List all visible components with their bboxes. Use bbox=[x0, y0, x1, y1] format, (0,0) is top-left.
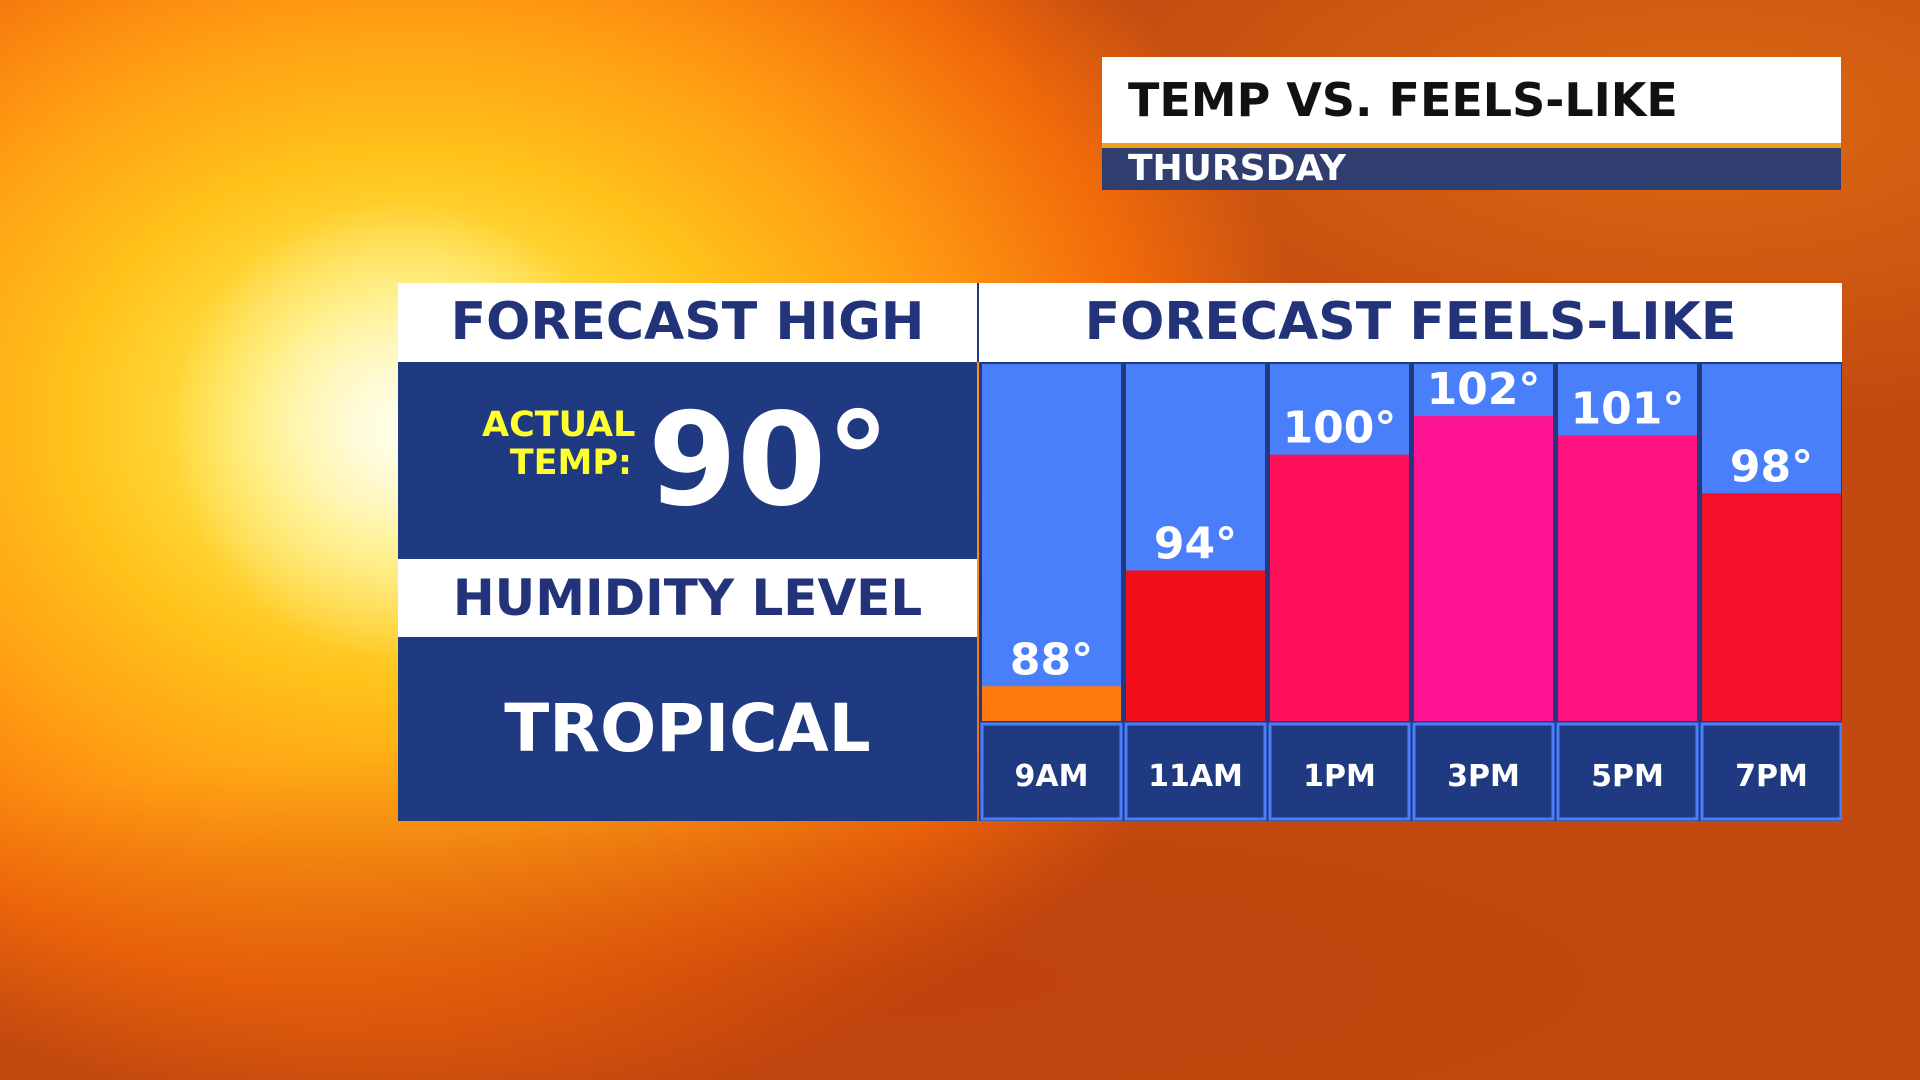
time-cell bbox=[980, 722, 1123, 821]
time-cell bbox=[1412, 722, 1555, 821]
feels-like-bar-chart: 88° 9AM 94° 11AM 100° 1PM 102° 3PM 101° 5PM 98° 7PM bbox=[980, 364, 1843, 821]
forecast-high-heading: FORECAST HIGH bbox=[398, 283, 977, 362]
feels-like-chart: 88° 9AM 94° 11AM 100° 1PM 102° 3PM 101° 5PM 98° 7PM bbox=[979, 362, 1843, 821]
bar-column-bg bbox=[982, 364, 1121, 721]
actual-label-line2: TEMP: bbox=[509, 443, 632, 483]
bar-5pm bbox=[1558, 435, 1697, 721]
bar-1pm bbox=[1270, 454, 1409, 721]
time-cell bbox=[1124, 722, 1267, 821]
bar-value-label: 100° bbox=[1283, 403, 1397, 454]
forecast-high-panel: FORECAST HIGH ACTUAL TEMP: 90° HUMIDITY … bbox=[398, 283, 977, 821]
header-box: TEMP VS. FEELS-LIKE THURSDAY bbox=[1102, 57, 1841, 190]
time-cell bbox=[1268, 722, 1411, 821]
feels-like-panel: FORECAST FEELS-LIKE 88° 9AM 94° 11AM 100° 1PM… bbox=[979, 283, 1843, 821]
bar-value-label: 88° bbox=[1010, 634, 1093, 685]
bar-value-label: 98° bbox=[1730, 441, 1813, 492]
time-label: 3PM bbox=[1447, 759, 1520, 794]
humidity-value: TROPICAL bbox=[398, 637, 977, 821]
header-accent-stripe bbox=[1102, 143, 1841, 148]
time-cell bbox=[1556, 722, 1699, 821]
actual-label-line1: ACTUAL bbox=[482, 405, 636, 445]
bar-value-label: 101° bbox=[1571, 383, 1685, 434]
time-label: 1PM bbox=[1303, 759, 1376, 794]
actual-temp-box: ACTUAL TEMP: 90° bbox=[398, 362, 977, 559]
actual-temp-value: 90° bbox=[648, 386, 891, 535]
time-label: 7PM bbox=[1735, 759, 1808, 794]
humidity-heading: HUMIDITY LEVEL bbox=[398, 559, 977, 637]
bar-value-label: 94° bbox=[1154, 518, 1237, 569]
bar-value-label: 102° bbox=[1427, 364, 1541, 415]
page-title: TEMP VS. FEELS-LIKE bbox=[1102, 57, 1841, 143]
day-subtitle: THURSDAY bbox=[1102, 148, 1841, 190]
time-label: 11AM bbox=[1148, 759, 1243, 794]
actual-temp-label: ACTUAL TEMP: bbox=[482, 405, 636, 483]
bar-9am bbox=[982, 686, 1121, 721]
feels-like-heading: FORECAST FEELS-LIKE bbox=[979, 283, 1842, 362]
time-label: 5PM bbox=[1591, 759, 1664, 794]
time-cell bbox=[1700, 722, 1843, 821]
bar-7pm bbox=[1702, 493, 1841, 721]
panel-divider bbox=[977, 283, 979, 362]
time-label: 9AM bbox=[1015, 759, 1089, 794]
bar-11am bbox=[1126, 570, 1265, 721]
bar-3pm bbox=[1414, 416, 1553, 721]
